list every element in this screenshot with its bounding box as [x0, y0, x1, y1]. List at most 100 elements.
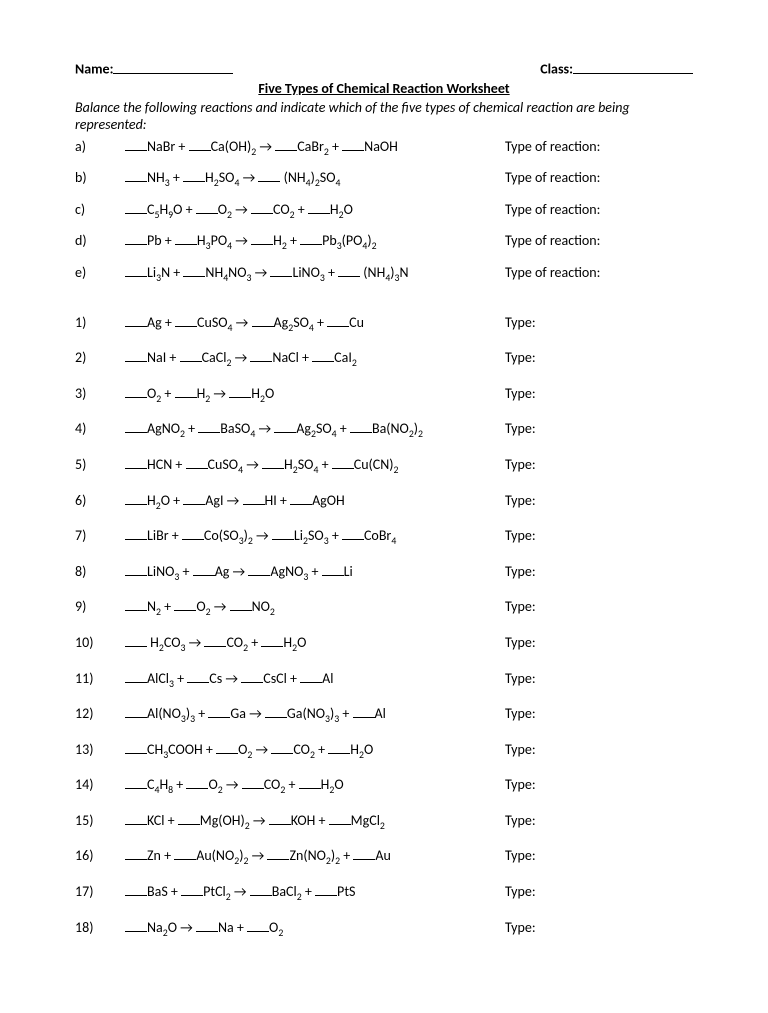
coefficient-blank[interactable]: [251, 232, 273, 246]
coefficient-blank[interactable]: [338, 263, 360, 277]
coefficient-blank[interactable]: [125, 847, 147, 861]
coefficient-blank[interactable]: [125, 705, 147, 719]
problem-label: 6): [75, 491, 125, 511]
coefficient-blank[interactable]: [125, 562, 147, 576]
equation: Zn + Au(NO2)2 → Zn(NO2)2 + Au: [125, 846, 505, 866]
coefficient-blank[interactable]: [261, 633, 283, 647]
coefficient-blank[interactable]: [329, 811, 351, 825]
coefficient-blank[interactable]: [125, 598, 147, 612]
coefficient-blank[interactable]: [125, 200, 147, 214]
coefficient-blank[interactable]: [322, 562, 344, 576]
coefficient-blank[interactable]: [182, 527, 204, 541]
coefficient-blank[interactable]: [230, 598, 252, 612]
coefficient-blank[interactable]: [186, 776, 208, 790]
coefficient-blank[interactable]: [181, 882, 203, 896]
coefficient-blank[interactable]: [272, 527, 294, 541]
coefficient-blank[interactable]: [252, 313, 274, 327]
coefficient-blank[interactable]: [250, 882, 272, 896]
coefficient-blank[interactable]: [193, 562, 215, 576]
coefficient-blank[interactable]: [196, 918, 218, 932]
coefficient-blank[interactable]: [175, 232, 197, 246]
coefficient-blank[interactable]: [300, 669, 322, 683]
coefficient-blank[interactable]: [342, 527, 364, 541]
type-label: Type:: [505, 526, 693, 546]
coefficient-blank[interactable]: [183, 169, 205, 183]
coefficient-blank[interactable]: [183, 491, 205, 505]
coefficient-blank[interactable]: [353, 705, 375, 719]
coefficient-blank[interactable]: [125, 811, 147, 825]
coefficient-blank[interactable]: [125, 776, 147, 790]
problem-label: 5): [75, 455, 125, 475]
coefficient-blank[interactable]: [175, 313, 197, 327]
coefficient-blank[interactable]: [290, 491, 312, 505]
coefficient-blank[interactable]: [332, 455, 354, 469]
coefficient-blank[interactable]: [247, 918, 269, 932]
coefficient-blank[interactable]: [271, 740, 293, 754]
coefficient-blank[interactable]: [175, 384, 197, 398]
coefficient-blank[interactable]: [125, 918, 147, 932]
coefficient-blank[interactable]: [198, 420, 220, 434]
problem-label: 7): [75, 526, 125, 546]
coefficient-blank[interactable]: [258, 169, 280, 183]
coefficient-blank[interactable]: [174, 598, 196, 612]
coefficient-blank[interactable]: [180, 349, 202, 363]
coefficient-blank[interactable]: [229, 384, 251, 398]
coefficient-blank[interactable]: [267, 847, 289, 861]
coefficient-blank[interactable]: [270, 263, 292, 277]
coefficient-blank[interactable]: [125, 455, 147, 469]
coefficient-blank[interactable]: [208, 705, 230, 719]
coefficient-blank[interactable]: [342, 137, 364, 151]
coefficient-blank[interactable]: [262, 455, 284, 469]
equation: Pb + H3PO4 → H2 + Pb3(PO4)2: [125, 231, 505, 251]
coefficient-blank[interactable]: [189, 137, 211, 151]
coefficient-blank[interactable]: [178, 811, 200, 825]
type-label: Type:: [505, 633, 693, 653]
problem-label: 1): [75, 313, 125, 333]
coefficient-blank[interactable]: [125, 349, 147, 363]
coefficient-blank[interactable]: [248, 562, 270, 576]
coefficient-blank[interactable]: [308, 200, 330, 214]
coefficient-blank[interactable]: [174, 847, 196, 861]
coefficient-blank[interactable]: [275, 137, 297, 151]
coefficient-blank[interactable]: [243, 491, 265, 505]
coefficient-blank[interactable]: [250, 349, 272, 363]
type-label: Type of reaction:: [505, 231, 693, 251]
coefficient-blank[interactable]: [125, 527, 147, 541]
header-row: Name: Class:: [75, 60, 693, 78]
coefficient-blank[interactable]: [274, 420, 296, 434]
coefficient-blank[interactable]: [125, 669, 147, 683]
problem-label: 3): [75, 384, 125, 404]
coefficient-blank[interactable]: [300, 232, 322, 246]
coefficient-blank[interactable]: [125, 169, 147, 183]
coefficient-blank[interactable]: [125, 740, 147, 754]
coefficient-blank[interactable]: [328, 740, 350, 754]
type-label: Type:: [505, 597, 693, 617]
coefficient-blank[interactable]: [204, 633, 226, 647]
coefficient-blank[interactable]: [241, 669, 263, 683]
coefficient-blank[interactable]: [269, 811, 291, 825]
coefficient-blank[interactable]: [125, 633, 147, 647]
coefficient-blank[interactable]: [125, 232, 147, 246]
coefficient-blank[interactable]: [125, 882, 147, 896]
coefficient-blank[interactable]: [125, 420, 147, 434]
coefficient-blank[interactable]: [312, 349, 334, 363]
coefficient-blank[interactable]: [125, 313, 147, 327]
coefficient-blank[interactable]: [327, 313, 349, 327]
coefficient-blank[interactable]: [125, 384, 147, 398]
coefficient-blank[interactable]: [251, 200, 273, 214]
coefficient-blank[interactable]: [265, 705, 287, 719]
problem-row: b)NH3 + H2SO4 → (NH4)2SO4Type of reactio…: [75, 168, 693, 188]
coefficient-blank[interactable]: [196, 200, 218, 214]
coefficient-blank[interactable]: [242, 776, 264, 790]
coefficient-blank[interactable]: [125, 137, 147, 151]
coefficient-blank[interactable]: [299, 776, 321, 790]
coefficient-blank[interactable]: [125, 491, 147, 505]
coefficient-blank[interactable]: [315, 882, 337, 896]
coefficient-blank[interactable]: [186, 455, 208, 469]
coefficient-blank[interactable]: [183, 263, 205, 277]
coefficient-blank[interactable]: [216, 740, 238, 754]
coefficient-blank[interactable]: [187, 669, 209, 683]
coefficient-blank[interactable]: [125, 263, 147, 277]
coefficient-blank[interactable]: [353, 847, 375, 861]
coefficient-blank[interactable]: [350, 420, 372, 434]
